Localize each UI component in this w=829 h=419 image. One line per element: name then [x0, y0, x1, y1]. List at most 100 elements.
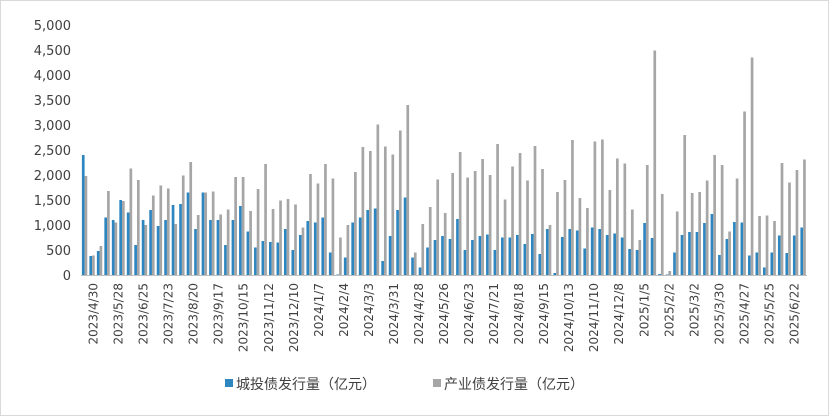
bar-chengtou: [725, 239, 729, 275]
bar-chanye: [601, 139, 604, 275]
bar-chengtou: [575, 230, 579, 275]
x-tick-label: 2023/4/30: [87, 283, 101, 345]
bar-chanye: [675, 211, 679, 275]
bar-chanye: [765, 215, 769, 275]
x-tick-label: 2025/1/5: [637, 283, 651, 337]
bar-chanye: [92, 255, 95, 275]
bar-chengtou: [538, 254, 542, 275]
bar-chanye: [114, 222, 118, 275]
bar-chanye: [451, 173, 455, 275]
bar-chengtou: [740, 222, 744, 275]
bar-chanye: [226, 209, 230, 275]
bar-chengtou: [171, 205, 175, 275]
bar-chanye: [571, 140, 574, 275]
bar-chanye: [316, 183, 320, 275]
bar-chengtou: [673, 252, 676, 275]
bar-chengtou: [433, 240, 437, 275]
x-tick-label: 2024/4/28: [412, 283, 426, 345]
bar-chengtou: [336, 274, 340, 275]
x-tick-label: 2023/9/17: [212, 283, 226, 345]
bar-chanye: [204, 192, 208, 275]
bar-chanye: [279, 200, 282, 275]
bar-chanye: [743, 111, 746, 275]
bar-chengtou: [583, 248, 587, 275]
bar-chengtou: [478, 236, 482, 275]
bar-chanye: [428, 207, 432, 275]
bar-chengtou: [343, 257, 347, 275]
bar-chanye: [720, 165, 724, 275]
x-tick-label: 2023/7/23: [162, 283, 176, 345]
bar-chengtou: [246, 231, 250, 275]
x-axis-ticks: 2023/4/30 2023/5/28 2023/6/25 2023/7/23 2023…: [87, 283, 802, 352]
bar-chengtou: [239, 206, 242, 275]
bar-chengtou: [718, 255, 721, 275]
bar-chanye: [443, 213, 447, 275]
y-tick-label: 0: [63, 269, 71, 284]
bar-chengtou: [216, 220, 220, 275]
bar-chanye: [301, 227, 305, 275]
bar-chengtou: [501, 237, 504, 275]
bar-chanye: [99, 246, 103, 275]
bar-chengtou: [680, 235, 684, 275]
bar-chanye: [556, 192, 559, 275]
bar-chengtou: [134, 245, 137, 275]
x-tick-label: 2024/5/26: [437, 283, 451, 345]
bar-chanye: [705, 180, 709, 275]
bar-chanye: [750, 57, 754, 275]
bar-chengtou: [635, 250, 639, 275]
bar-chanye: [503, 199, 507, 275]
bar-chanye: [608, 190, 612, 275]
bar-chanye: [533, 146, 537, 275]
bar-chengtou: [733, 222, 736, 275]
bar-chanye: [136, 180, 140, 275]
legend-label-chengtou: 城投债发行量（亿元）: [236, 377, 376, 393]
bar-chengtou: [613, 233, 616, 275]
bar-chengtou: [643, 223, 646, 275]
bar-chengtou: [81, 155, 85, 275]
bar-chengtou: [328, 252, 332, 275]
bar-chengtou: [456, 219, 459, 275]
bar-chanye: [713, 155, 716, 275]
bar-chengtou: [770, 252, 774, 275]
y-tick-label: 5,000: [34, 19, 71, 34]
bar-chengtou: [530, 234, 534, 275]
x-tick-label: 2023/8/20: [187, 283, 201, 345]
bar-chengtou: [792, 235, 796, 275]
x-tick-label: 2024/11/10: [587, 283, 601, 352]
bar-chengtou: [269, 242, 272, 275]
bar-chengtou: [755, 252, 759, 275]
bar-chengtou: [141, 220, 145, 275]
x-tick-label: 2024/3/31: [387, 283, 401, 345]
bar-chanye: [129, 168, 133, 275]
x-tick-label: 2024/8/18: [512, 283, 526, 345]
bar-chanye: [309, 174, 312, 275]
x-tick-label: 2024/2/4: [337, 283, 351, 337]
bar-chanye: [391, 154, 395, 275]
bar-chengtou: [186, 192, 190, 275]
y-tick-label: 4,500: [34, 44, 71, 59]
bar-chengtou: [418, 267, 422, 275]
x-tick-label: 2023/5/28: [112, 283, 126, 345]
bar-chanye: [803, 159, 806, 275]
bar-chengtou: [553, 273, 557, 275]
bar-chanye: [174, 224, 178, 275]
bar-chanye: [548, 225, 552, 275]
bar-chanye: [181, 175, 185, 275]
bar-chanye: [698, 192, 702, 275]
bar-chengtou: [283, 229, 287, 275]
x-tick-label: 2024/9/15: [537, 283, 551, 345]
x-tick-label: 2024/3/3: [362, 283, 376, 337]
bar-chanye: [690, 193, 694, 275]
bar-chanye: [398, 130, 402, 275]
y-tick-label: 1,500: [34, 194, 71, 209]
bar-chanye: [331, 178, 335, 275]
y-tick-label: 2,500: [34, 144, 71, 159]
y-tick-label: 500: [46, 244, 71, 259]
bar-chanye: [189, 162, 193, 275]
x-tick-label: 2023/6/25: [137, 283, 151, 345]
bar-chanye: [660, 194, 664, 275]
bar-chanye: [645, 165, 649, 275]
bar-chengtou: [366, 210, 369, 275]
bar-chengtou: [448, 239, 452, 275]
